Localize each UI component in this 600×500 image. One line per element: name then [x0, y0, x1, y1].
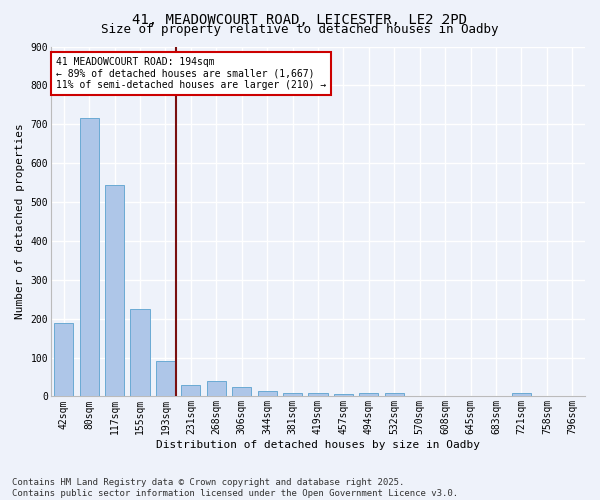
Bar: [308, 392, 328, 396]
Bar: [334, 394, 353, 396]
Bar: [130, 309, 149, 396]
Bar: [105, 184, 124, 396]
Bar: [80, 118, 98, 396]
Bar: [257, 390, 277, 396]
Bar: [54, 322, 73, 396]
Bar: [512, 392, 531, 396]
Y-axis label: Number of detached properties: Number of detached properties: [15, 124, 25, 320]
Text: Contains HM Land Registry data © Crown copyright and database right 2025.
Contai: Contains HM Land Registry data © Crown c…: [12, 478, 458, 498]
Bar: [181, 385, 200, 396]
Bar: [385, 394, 404, 396]
X-axis label: Distribution of detached houses by size in Oadby: Distribution of detached houses by size …: [156, 440, 480, 450]
Bar: [283, 392, 302, 396]
Text: Size of property relative to detached houses in Oadby: Size of property relative to detached ho…: [101, 22, 499, 36]
Bar: [207, 381, 226, 396]
Bar: [232, 386, 251, 396]
Bar: [156, 362, 175, 396]
Bar: [359, 394, 379, 396]
Text: 41 MEADOWCOURT ROAD: 194sqm
← 89% of detached houses are smaller (1,667)
11% of : 41 MEADOWCOURT ROAD: 194sqm ← 89% of det…: [56, 57, 326, 90]
Text: 41, MEADOWCOURT ROAD, LEICESTER, LE2 2PD: 41, MEADOWCOURT ROAD, LEICESTER, LE2 2PD: [133, 12, 467, 26]
